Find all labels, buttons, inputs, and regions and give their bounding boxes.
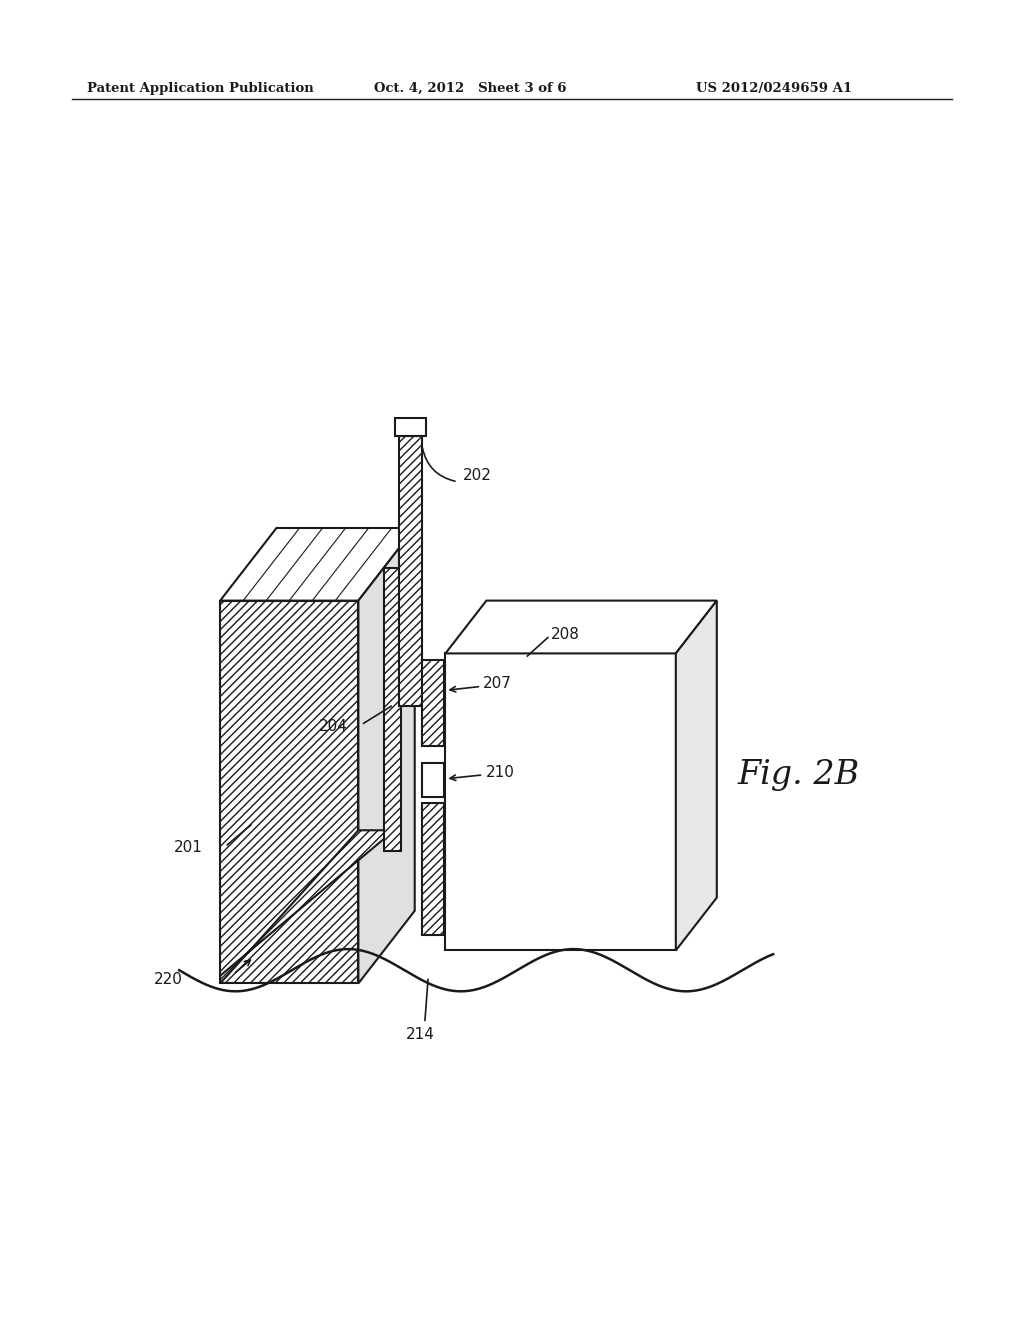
Polygon shape [676,601,717,950]
Text: 204: 204 [319,718,348,734]
Polygon shape [445,601,717,653]
Text: 201: 201 [174,840,203,855]
Text: 210: 210 [485,764,514,780]
Bar [399,436,422,706]
Text: 220: 220 [154,972,182,987]
Text: Fig. 2B: Fig. 2B [737,759,859,791]
Polygon shape [358,528,415,983]
Bar [422,763,444,797]
FancyArrowPatch shape [422,447,455,482]
Bar [395,418,426,436]
Text: Patent Application Publication: Patent Application Publication [87,82,313,95]
Polygon shape [384,568,401,851]
Polygon shape [220,528,415,601]
Polygon shape [220,830,394,983]
Bar [422,803,444,935]
Text: 202: 202 [463,467,492,483]
Text: Oct. 4, 2012   Sheet 3 of 6: Oct. 4, 2012 Sheet 3 of 6 [374,82,566,95]
Bar [422,660,444,746]
Text: 208: 208 [551,627,580,643]
Text: 207: 207 [483,676,512,692]
Text: 214: 214 [406,1027,434,1041]
Bar [445,653,676,950]
Text: US 2012/0249659 A1: US 2012/0249659 A1 [696,82,852,95]
Bar [220,601,358,983]
